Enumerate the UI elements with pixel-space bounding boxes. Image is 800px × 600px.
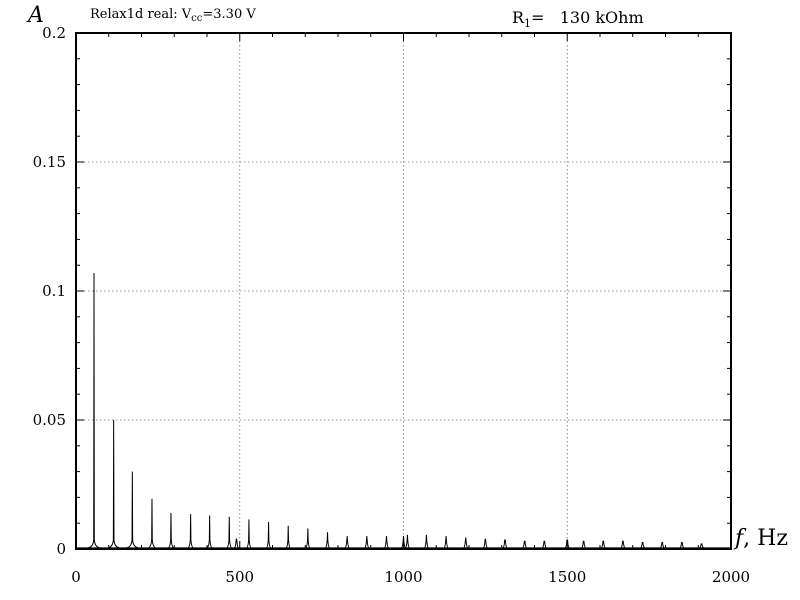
spectrum-peak-33 [699, 543, 704, 549]
spectrum-peak-10 [266, 521, 272, 549]
spectrum-peak-6 [206, 515, 213, 549]
title-left-suffix: =3.30 V [202, 7, 256, 22]
x-tick-label-4: 2000 [712, 568, 750, 586]
axis-ticks [75, 32, 732, 550]
y-tick-label-0: 0 [56, 540, 66, 558]
spectrum-peak-22 [482, 538, 488, 549]
spectrum-peak-20 [443, 536, 449, 549]
x-tick-label-2: 1000 [384, 568, 422, 586]
spectrum-peak-13 [325, 532, 330, 549]
spectrum-peak-11 [285, 525, 291, 549]
spectrum-peak-17 [401, 536, 406, 549]
spectrum-peak-21 [463, 537, 469, 549]
spectrum-peak-14 [344, 536, 350, 549]
spectrum-peak-25 [541, 540, 547, 549]
y-tick-label-2: 0.1 [42, 282, 66, 300]
title-right-prefix: R [512, 8, 525, 27]
spectrum-peak-19 [424, 534, 429, 549]
x-tick-label-3: 1500 [548, 568, 586, 586]
spectrum-peak-9 [246, 519, 252, 549]
x-axis-unit: , Hz [743, 526, 788, 551]
x-tick-labels: 0 500 1000 1500 2000 [71, 568, 750, 586]
x-tick-label-0: 0 [71, 568, 81, 586]
spectrum-peak-2 [126, 471, 139, 549]
spectrum-peak-5 [187, 514, 194, 549]
x-axis-label: f, Hz [733, 526, 788, 551]
spectrum-peak-8 [234, 538, 239, 549]
spectrum-peak-27 [581, 540, 586, 549]
spectrum-peak-7 [226, 516, 233, 549]
y-tick-label-4: 0.2 [42, 24, 66, 42]
title-left-subscript: cc [191, 13, 203, 24]
spectrum-peak-0 [87, 272, 101, 549]
title-right-suffix: = 130 kOhm [531, 8, 644, 27]
spectrum-peak-4 [167, 512, 175, 549]
grid-lines [76, 33, 731, 549]
spectrum-peak-26 [564, 539, 570, 549]
spectrum-peak-32 [679, 542, 685, 549]
title-right: R1= 130 kOhm [512, 8, 644, 30]
y-tick-label-3: 0.15 [33, 153, 66, 171]
y-axis-label: A [26, 3, 44, 28]
spectrum-peak-28 [600, 540, 606, 549]
title-right-subscript: 1 [524, 17, 531, 30]
spectrum-peak-3 [147, 498, 157, 549]
y-tick-label-1: 0.05 [33, 411, 66, 429]
spectrum-peak-23 [502, 539, 508, 549]
spectrum-peak-16 [384, 536, 389, 549]
spectrum-peak-12 [305, 528, 311, 549]
spectrum-peak-29 [620, 540, 626, 549]
title-left-prefix: Relax1d real: V [90, 7, 192, 22]
spectrum-peak-1 [107, 419, 120, 549]
spectrum-peak-18 [405, 534, 410, 549]
x-tick-label-1: 500 [225, 568, 254, 586]
y-tick-labels: 0 0.05 0.1 0.15 0.2 [33, 24, 66, 558]
spectrum-peak-24 [522, 540, 528, 549]
spectrum-peak-30 [640, 542, 645, 549]
spectrum-peak-15 [364, 536, 370, 549]
spectrum-peak-31 [659, 542, 665, 549]
title-left: Relax1d real: Vcc=3.30 V [90, 7, 256, 24]
